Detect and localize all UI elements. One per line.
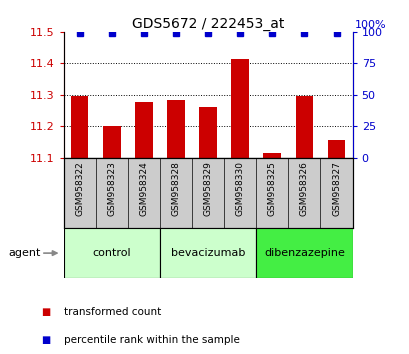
Text: percentile rank within the sample: percentile rank within the sample xyxy=(63,335,239,345)
Text: GSM958329: GSM958329 xyxy=(203,161,212,216)
FancyBboxPatch shape xyxy=(256,228,352,278)
Text: GSM958322: GSM958322 xyxy=(75,161,84,216)
Bar xyxy=(327,140,344,158)
Text: ■: ■ xyxy=(41,335,50,345)
Text: GSM958324: GSM958324 xyxy=(139,161,148,216)
Bar xyxy=(231,58,248,158)
Text: agent: agent xyxy=(8,248,40,258)
Text: GSM958328: GSM958328 xyxy=(171,161,180,216)
Title: GDS5672 / 222453_at: GDS5672 / 222453_at xyxy=(132,17,283,31)
Text: 100%: 100% xyxy=(354,20,385,30)
Bar xyxy=(199,107,216,158)
Text: ■: ■ xyxy=(41,307,50,316)
Text: dibenzazepine: dibenzazepine xyxy=(263,248,344,258)
Text: bevacizumab: bevacizumab xyxy=(171,248,245,258)
FancyBboxPatch shape xyxy=(63,228,160,278)
Bar xyxy=(167,100,184,158)
Bar xyxy=(263,153,281,158)
Bar xyxy=(71,96,88,158)
Text: GSM958326: GSM958326 xyxy=(299,161,308,216)
Bar xyxy=(295,96,312,158)
Text: transformed count: transformed count xyxy=(63,307,160,316)
Bar xyxy=(103,126,120,158)
Text: GSM958327: GSM958327 xyxy=(331,161,340,216)
Text: control: control xyxy=(92,248,131,258)
Bar xyxy=(135,102,152,158)
Text: GSM958323: GSM958323 xyxy=(107,161,116,216)
Text: GSM958330: GSM958330 xyxy=(235,161,244,216)
Text: GSM958325: GSM958325 xyxy=(267,161,276,216)
FancyBboxPatch shape xyxy=(160,228,256,278)
